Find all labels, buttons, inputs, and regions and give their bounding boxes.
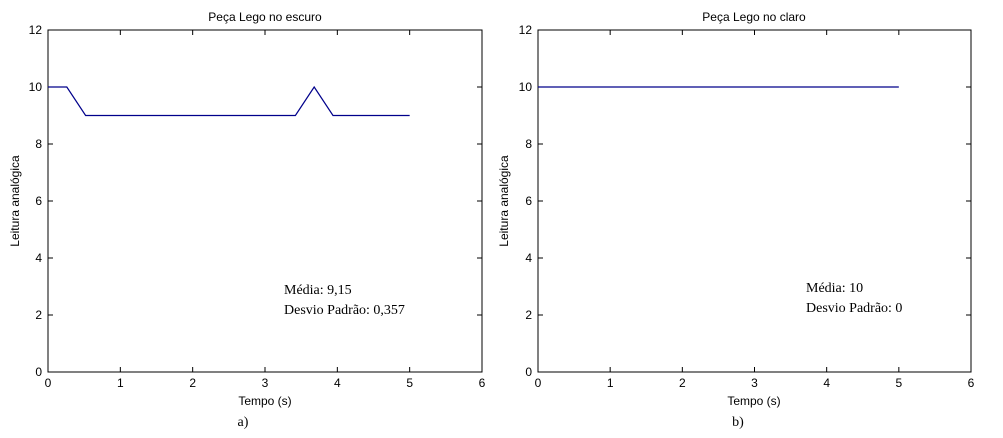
x-tick-label: 0 xyxy=(535,376,542,390)
plot-area xyxy=(47,29,483,373)
x-tick-label: 0 xyxy=(45,376,52,390)
chart-title: Peça Lego no escuro xyxy=(208,10,322,24)
chart-title: Peça Lego no claro xyxy=(702,10,806,24)
series-line xyxy=(48,85,410,117)
y-tick-label: 8 xyxy=(35,137,42,151)
annotation-mean: Média: 9,15 xyxy=(284,283,352,298)
x-tick-label: 1 xyxy=(607,376,614,390)
x-tick-label: 6 xyxy=(479,376,486,390)
x-axis: 0 1 2 3 4 5 6 xyxy=(535,30,975,390)
x-axis: 0 1 2 3 4 5 6 xyxy=(45,30,486,390)
x-tick-label: 4 xyxy=(334,376,341,390)
y-axis: 0 2 4 6 8 10 12 xyxy=(29,23,482,379)
annotation-stddev: Desvio Padrão: 0,357 xyxy=(284,303,405,318)
x-tick-label: 2 xyxy=(679,376,686,390)
x-tick-label: 3 xyxy=(751,376,758,390)
y-tick-label: 0 xyxy=(525,365,532,379)
y-axis: 0 2 4 6 8 10 12 xyxy=(519,23,971,379)
x-tick-label: 3 xyxy=(262,376,269,390)
x-tick-label: 5 xyxy=(406,376,413,390)
annotation-mean: Média: 10 xyxy=(806,281,863,296)
x-tick-label: 5 xyxy=(895,376,902,390)
y-tick-label: 12 xyxy=(29,23,43,37)
y-tick-label: 10 xyxy=(519,80,533,94)
y-axis-label: Leitura analógica xyxy=(497,155,511,247)
y-tick-label: 6 xyxy=(525,194,532,208)
x-tick-label: 4 xyxy=(823,376,830,390)
x-axis-label: Tempo (s) xyxy=(727,394,780,408)
panel-sublabel: a) xyxy=(238,415,249,430)
y-tick-label: 4 xyxy=(525,251,532,265)
panel-sublabel: b) xyxy=(732,415,744,430)
x-tick-label: 6 xyxy=(968,376,975,390)
x-axis-label: Tempo (s) xyxy=(238,394,291,408)
y-tick-label: 2 xyxy=(35,308,42,322)
x-tick-label: 2 xyxy=(189,376,196,390)
y-tick-label: 12 xyxy=(519,23,533,37)
y-tick-label: 10 xyxy=(29,80,43,94)
plot-area xyxy=(537,29,972,373)
y-tick-label: 0 xyxy=(35,365,42,379)
annotation-stddev: Desvio Padrão: 0 xyxy=(806,301,902,316)
x-tick-label: 1 xyxy=(117,376,124,390)
y-tick-label: 8 xyxy=(525,137,532,151)
y-tick-label: 2 xyxy=(525,308,532,322)
y-tick-label: 6 xyxy=(35,194,42,208)
y-tick-label: 4 xyxy=(35,251,42,265)
y-axis-label: Leitura analógica xyxy=(8,155,22,247)
